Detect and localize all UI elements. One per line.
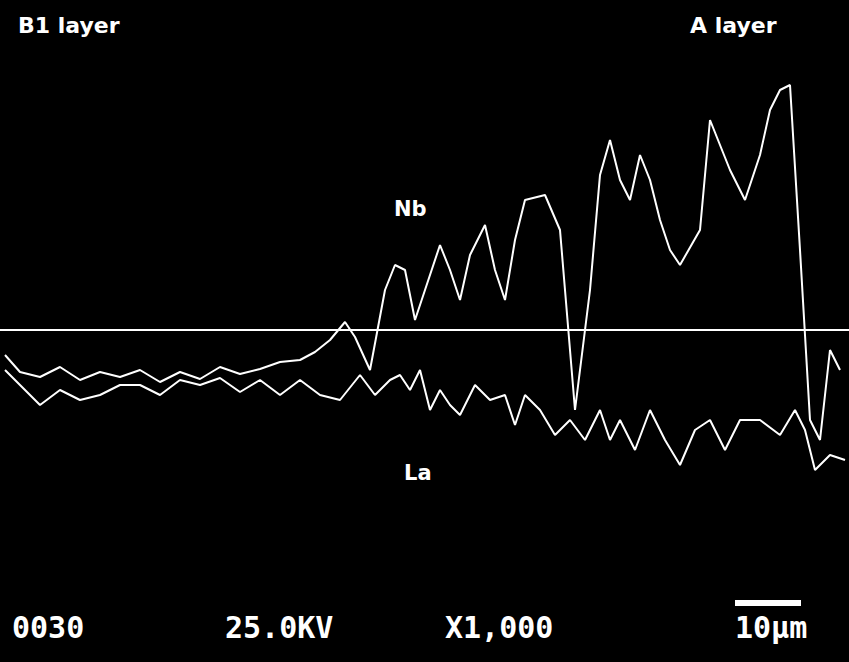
svg-text:10µm: 10µm [735,610,807,645]
svg-text:25.0KV: 25.0KV [225,610,333,645]
svg-text:Nb: Nb [394,197,427,221]
svg-text:0030: 0030 [12,610,84,645]
svg-text:X1,000: X1,000 [445,610,553,645]
svg-text:B1 layer: B1 layer [18,13,120,38]
svg-text:La: La [404,461,432,485]
svg-text:A layer: A layer [690,13,777,38]
